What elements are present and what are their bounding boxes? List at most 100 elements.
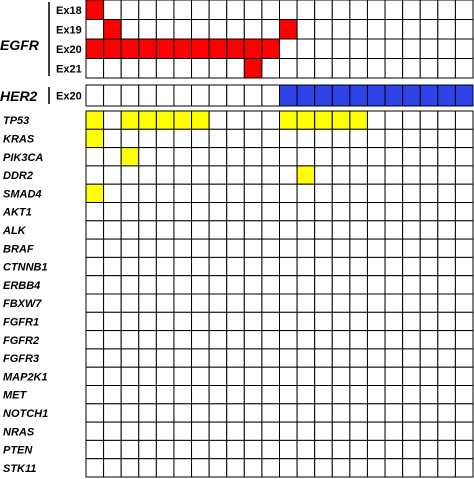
cell-empty (437, 220, 456, 240)
cell-empty (261, 311, 280, 332)
cell-empty (103, 256, 122, 277)
cell-empty (437, 385, 456, 405)
cell-marked (419, 84, 439, 107)
cell-empty (155, 311, 175, 332)
cell-empty (191, 421, 210, 441)
cell-marked (191, 38, 210, 59)
row-label: TP53 (3, 115, 29, 127)
row-label: FGFR1 (3, 316, 39, 328)
cell-empty (120, 183, 140, 203)
cell-empty (349, 58, 368, 79)
cell-empty (349, 183, 368, 203)
cell-empty (384, 348, 404, 368)
cell-empty (314, 256, 333, 277)
cell-empty (349, 366, 368, 387)
cell-empty (208, 165, 228, 185)
cell-empty (261, 183, 280, 203)
cell-empty (155, 220, 175, 240)
cell-empty (384, 220, 404, 240)
cell-empty (437, 147, 456, 167)
cell-marked (85, 38, 105, 59)
cell-empty (243, 238, 263, 258)
cell-empty (191, 385, 210, 405)
cell-empty (155, 84, 175, 107)
cell-empty (419, 38, 439, 59)
cell-empty (138, 421, 157, 441)
cell-empty (279, 348, 298, 368)
cell-empty (226, 84, 245, 107)
cell-empty (138, 238, 157, 258)
cell-empty (173, 275, 193, 295)
cell-empty (279, 403, 298, 423)
cell-empty (120, 330, 140, 350)
cell-empty (366, 275, 386, 295)
cell-empty (261, 19, 280, 40)
cell-empty (314, 275, 333, 295)
cell-empty (243, 19, 263, 40)
cell-empty (384, 366, 404, 387)
cell-empty (138, 19, 157, 40)
cell-empty (366, 202, 386, 222)
cell-empty (454, 128, 474, 149)
cell-empty (296, 38, 316, 59)
cell-empty (349, 439, 368, 460)
cell-marked (349, 110, 368, 130)
row-label: Ex19 (56, 24, 82, 36)
cell-empty (437, 128, 456, 149)
row-label: MAP2K1 (3, 371, 48, 383)
cell-empty (314, 293, 333, 313)
cell-empty (226, 439, 245, 460)
cell-empty (454, 366, 474, 387)
cell-empty (384, 403, 404, 423)
cell-marked (437, 84, 456, 107)
cell-empty (402, 458, 421, 478)
cell-empty (296, 58, 316, 79)
cell-empty (120, 58, 140, 79)
cell-empty (279, 293, 298, 313)
cell-empty (191, 147, 210, 167)
row-label: AKT1 (2, 207, 32, 219)
cell-empty (173, 348, 193, 368)
cell-empty (331, 238, 351, 258)
cell-empty (173, 256, 193, 277)
cell-empty (331, 311, 351, 332)
cell-marked (296, 165, 316, 185)
cell-empty (261, 58, 280, 79)
cell-empty (331, 348, 351, 368)
cell-empty (437, 293, 456, 313)
cell-empty (402, 439, 421, 460)
cell-empty (366, 293, 386, 313)
cell-empty (296, 183, 316, 203)
cell-empty (138, 330, 157, 350)
cell-empty (155, 366, 175, 387)
cell-empty (243, 330, 263, 350)
cell-empty (226, 0, 245, 20)
cell-marked (155, 38, 175, 59)
cell-empty (208, 275, 228, 295)
cell-empty (85, 458, 105, 478)
cell-empty (296, 385, 316, 405)
cell-empty (226, 311, 245, 332)
cell-empty (437, 311, 456, 332)
cell-empty (261, 110, 280, 130)
cell-empty (103, 147, 122, 167)
cell-empty (384, 238, 404, 258)
cell-empty (331, 19, 351, 40)
cell-empty (384, 147, 404, 167)
row-label: Ex21 (56, 63, 82, 75)
cell-empty (138, 403, 157, 423)
cell-empty (261, 330, 280, 350)
cell-empty (437, 348, 456, 368)
cell-empty (103, 220, 122, 240)
cell-empty (85, 202, 105, 222)
cell-empty (138, 220, 157, 240)
cell-empty (120, 128, 140, 149)
cell-empty (366, 0, 386, 20)
cell-empty (279, 458, 298, 478)
cell-empty (279, 0, 298, 20)
cell-empty (85, 147, 105, 167)
cell-empty (384, 202, 404, 222)
cell-empty (349, 403, 368, 423)
cell-empty (419, 128, 439, 149)
